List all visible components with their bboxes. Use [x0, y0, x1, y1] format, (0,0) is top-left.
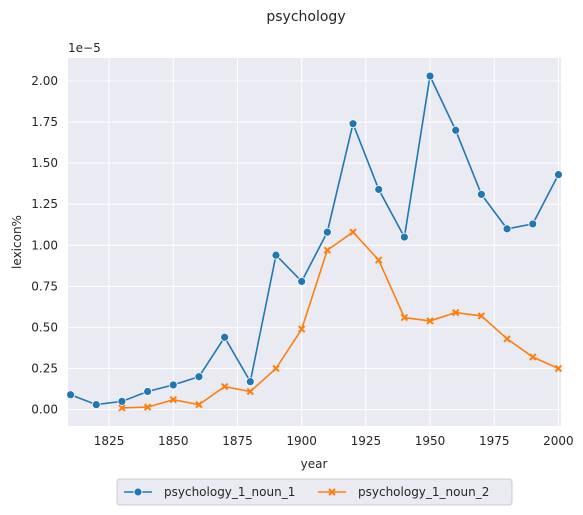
- data-point: [117, 396, 127, 406]
- data-point: [426, 317, 434, 325]
- data-point: [528, 219, 538, 229]
- x-tick-label: 2000: [543, 434, 574, 448]
- series-psychology_1_noun_1: [66, 71, 563, 410]
- y-tick-label: 0.25: [31, 362, 58, 376]
- data-point: [529, 353, 537, 361]
- x-tick-label: 1950: [415, 434, 446, 448]
- series-line: [70, 73, 560, 406]
- legend-label: psychology_1_noun_1: [164, 485, 295, 499]
- series-group: [66, 71, 563, 412]
- data-point: [503, 335, 511, 343]
- legend-label: psychology_1_noun_2: [358, 485, 489, 499]
- data-point: [400, 313, 409, 322]
- y-tick-label: 1.25: [31, 197, 58, 211]
- data-point: [554, 170, 563, 180]
- chart-title: psychology: [266, 9, 345, 25]
- y-tick-labels: 0.00 0.25 0.50 0.75 1.00 1.25 1.50 1.75 2.00: [31, 74, 58, 417]
- x-axis-label: year: [301, 457, 328, 471]
- series-line: [121, 231, 559, 409]
- y-tick-label: 0.50: [31, 320, 58, 334]
- data-point: [91, 400, 101, 410]
- y-tick-label: 0.75: [31, 279, 58, 293]
- x-tick-label: 1850: [158, 434, 189, 448]
- data-point: [297, 277, 307, 286]
- y-axis-label: lexicon%: [10, 215, 24, 269]
- data-point: [374, 185, 384, 194]
- data-point: [168, 380, 178, 390]
- data-point: [220, 332, 230, 342]
- legend-box: [116, 478, 513, 506]
- plot-area: [68, 58, 561, 426]
- data-point: [169, 396, 177, 404]
- data-point: [118, 404, 126, 412]
- y-offset-label: 1e−5: [68, 41, 101, 55]
- y-tick-label: 1.75: [31, 115, 58, 129]
- grid-lines: [68, 58, 561, 426]
- x-tick-label: 1825: [94, 434, 125, 448]
- data-point: [66, 390, 75, 400]
- series-psychology_1_noun_2: [118, 228, 563, 412]
- y-tick-label: 1.50: [31, 156, 58, 170]
- data-point: [554, 364, 563, 373]
- data-point: [322, 227, 332, 237]
- x-tick-label: 1900: [286, 434, 317, 448]
- data-point: [399, 232, 409, 242]
- data-point: [245, 377, 255, 387]
- data-point: [349, 228, 357, 236]
- data-point: [374, 256, 383, 264]
- data-point: [297, 325, 306, 333]
- data-point: [272, 364, 280, 373]
- data-point: [451, 125, 461, 135]
- data-point: [246, 387, 255, 396]
- data-point: [425, 71, 435, 81]
- y-tick-label: 2.00: [31, 74, 58, 88]
- data-point: [143, 387, 152, 396]
- x-tick-label: 1925: [351, 434, 382, 448]
- data-point: [348, 119, 358, 129]
- x-tick-label: 1975: [479, 434, 510, 448]
- data-point: [195, 400, 203, 409]
- x-tick-labels: 1825 1850 1875 1900 1925 1950 1975 2000: [94, 434, 574, 448]
- legend-entry: psychology_1_noun_2: [318, 485, 489, 499]
- data-point: [220, 382, 229, 391]
- y-tick-label: 1.00: [31, 238, 58, 252]
- data-point: [477, 312, 486, 320]
- legend-entry: psychology_1_noun_1: [124, 485, 295, 499]
- legend: psychology_1_noun_1 psychology_1_noun_2: [116, 478, 513, 506]
- data-point: [452, 308, 460, 317]
- legend-marker: [328, 488, 336, 496]
- x-tick-label: 1875: [222, 434, 253, 448]
- data-point: [143, 403, 152, 411]
- data-point: [477, 189, 486, 199]
- data-point: [323, 246, 332, 254]
- y-tick-label: 0.00: [31, 403, 58, 417]
- data-point: [502, 224, 512, 234]
- data-point: [194, 372, 204, 382]
- data-point: [271, 250, 281, 260]
- legend-marker: [133, 487, 143, 497]
